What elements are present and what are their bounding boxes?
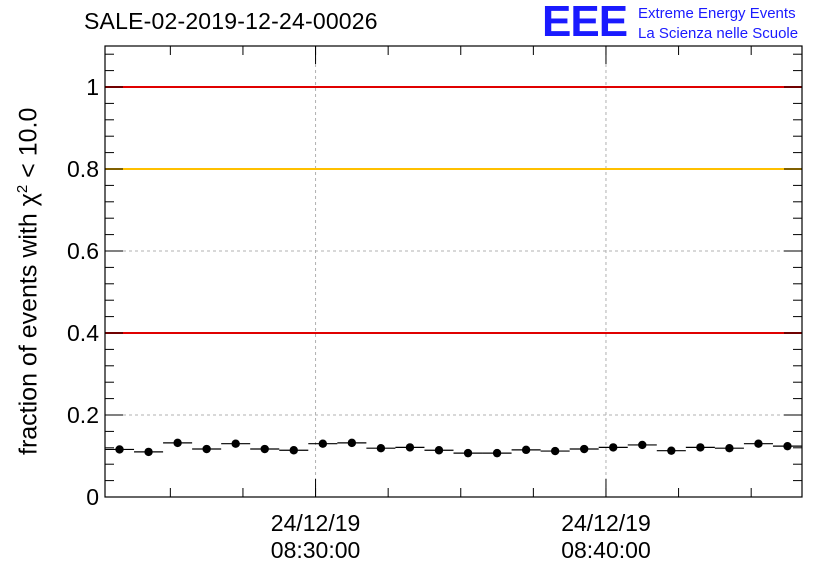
- y-tick-label-1: 0.2: [67, 402, 99, 428]
- data-point-8: [347, 438, 357, 448]
- x-tick-time-label-0: 08:30:00: [271, 537, 361, 563]
- data-point-3: [202, 444, 211, 454]
- x-tick-date-label-1: 24/12/19: [561, 510, 651, 536]
- data-point-18: [638, 440, 647, 450]
- chart-title: SALE-02-2019-12-24-00026: [84, 8, 378, 34]
- y-tick-label-5: 1: [86, 74, 99, 100]
- data-point-14: [521, 445, 531, 455]
- plot-frame: [104, 45, 803, 498]
- data-point-9: [376, 444, 386, 453]
- y-tick-label-3: 0.6: [67, 238, 99, 264]
- data-point-11: [434, 446, 444, 455]
- y-tick-label-4: 0.8: [67, 156, 99, 182]
- data-point-1: [144, 447, 153, 457]
- data-point-16: [579, 444, 589, 454]
- data-point-20: [696, 443, 705, 452]
- data-point-15: [550, 446, 560, 456]
- data-point-23: [783, 441, 792, 451]
- data-point-13: [492, 448, 502, 458]
- data-point-6: [289, 446, 298, 455]
- y-tick-label-2: 0.4: [67, 320, 99, 346]
- data-point-21: [725, 444, 734, 453]
- x-tick-date-label-0: 24/12/19: [271, 510, 361, 536]
- logo-line-2: La Scienza nelle Scuole: [638, 25, 799, 42]
- data-point-5: [260, 444, 269, 454]
- data-point-12: [463, 448, 473, 458]
- y-tick-label-0: 0: [86, 484, 99, 510]
- eee-logo: EEE Extreme Energy Events La Scienza nel…: [542, 0, 832, 46]
- eee-logo-mark: EEE: [542, 0, 628, 46]
- data-point-4: [231, 439, 240, 448]
- data-point-19: [667, 446, 676, 455]
- x-tick-time-label-1: 08:40:00: [561, 537, 651, 563]
- data-point-0: [115, 445, 124, 454]
- logo-line-1: Extreme Energy Events: [638, 5, 796, 22]
- data-point-22: [754, 439, 763, 448]
- data-point-17: [609, 443, 618, 452]
- data-point-10: [405, 443, 415, 452]
- data-point-7: [318, 439, 328, 448]
- data-point-2: [173, 438, 182, 448]
